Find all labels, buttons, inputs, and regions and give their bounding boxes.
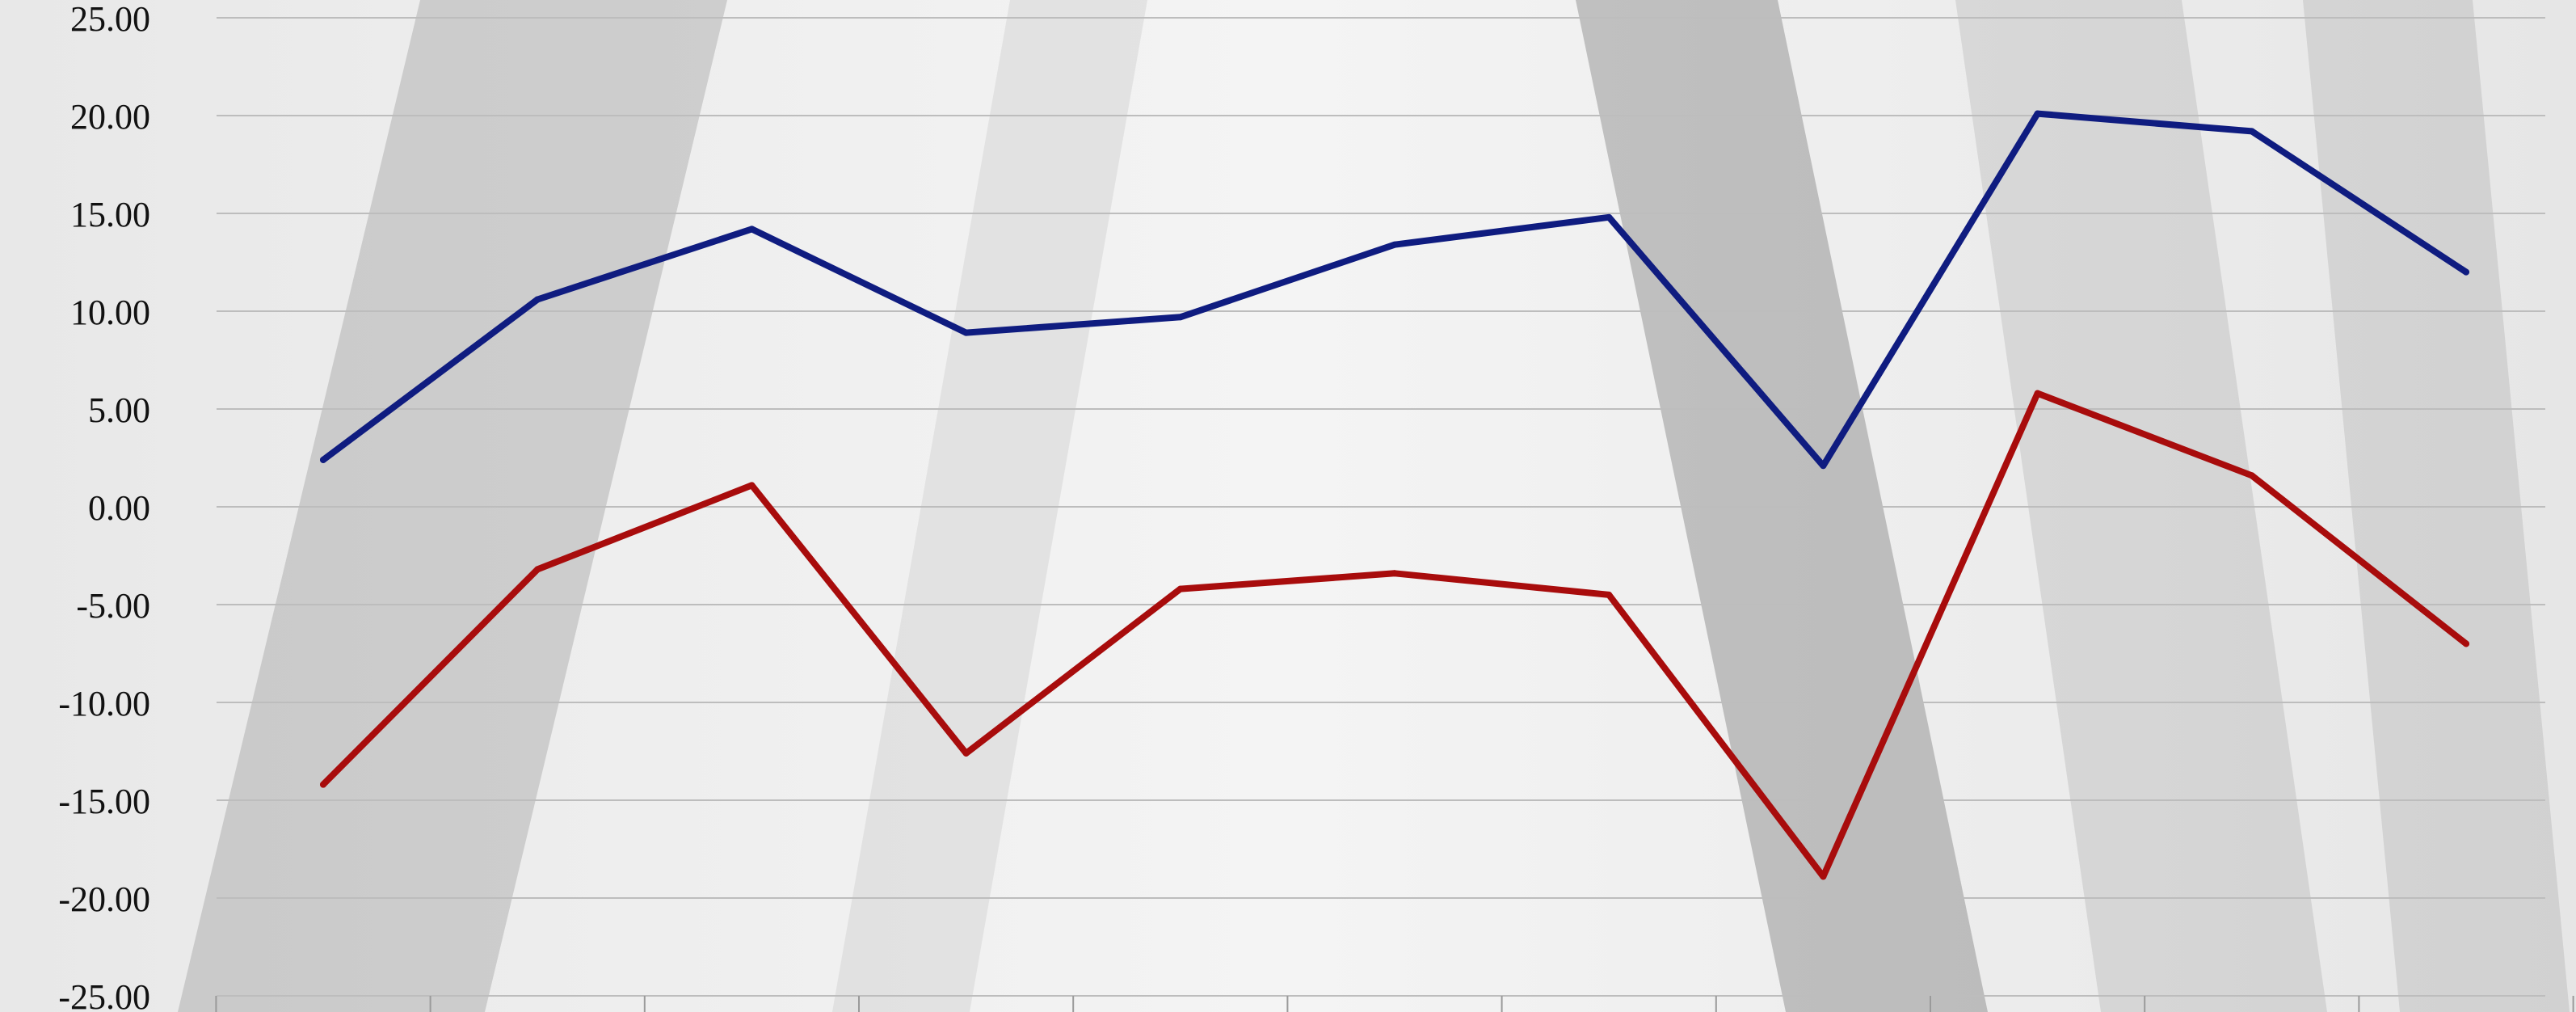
series-2-point bbox=[2248, 472, 2255, 479]
y-tick-label: -25.00 bbox=[58, 977, 150, 1012]
series-1-point bbox=[1391, 241, 1398, 248]
series-2-point bbox=[1176, 585, 1184, 592]
y-axis-tick-labels: 25.00 20.00 15.00 10.00 5.00 0.00 -5.00 -10.00 -… bbox=[58, 0, 150, 1012]
series-2-point bbox=[2034, 390, 2041, 397]
series-1-point bbox=[2248, 128, 2255, 135]
series-2-point bbox=[1606, 591, 1613, 598]
series-lines bbox=[320, 110, 2469, 880]
y-tick-label: 15.00 bbox=[70, 195, 150, 234]
series-2-point bbox=[748, 482, 756, 489]
series-1-point bbox=[534, 296, 541, 303]
series-2-point bbox=[2463, 640, 2469, 647]
series-1-point bbox=[748, 226, 756, 233]
y-tick-label: 5.00 bbox=[88, 390, 150, 430]
series-1-point bbox=[2463, 268, 2469, 276]
series-1-point bbox=[1606, 213, 1613, 221]
series-1-point bbox=[1176, 314, 1184, 321]
y-tick-label: -15.00 bbox=[58, 782, 150, 821]
series-2-point bbox=[1820, 873, 1827, 880]
y-tick-label: 25.00 bbox=[70, 0, 150, 39]
series-1-point bbox=[962, 329, 970, 336]
series-1-point bbox=[1820, 462, 1827, 470]
y-tick-label: -5.00 bbox=[76, 586, 150, 626]
y-tick-label: -10.00 bbox=[58, 684, 150, 723]
gridlines bbox=[217, 17, 2545, 997]
series-2-point bbox=[534, 566, 541, 573]
series-2-point bbox=[320, 781, 326, 788]
y-tick-label: 10.00 bbox=[70, 293, 150, 332]
series-1-point bbox=[320, 456, 326, 463]
y-tick-label: 20.00 bbox=[70, 97, 150, 137]
series-2-point bbox=[962, 749, 970, 757]
x-axis-ticks bbox=[215, 996, 2574, 1012]
series-2-point bbox=[1391, 570, 1398, 577]
y-tick-label: -20.00 bbox=[58, 879, 150, 919]
y-tick-label: 0.00 bbox=[88, 488, 150, 528]
series-1-point bbox=[2034, 110, 2041, 117]
